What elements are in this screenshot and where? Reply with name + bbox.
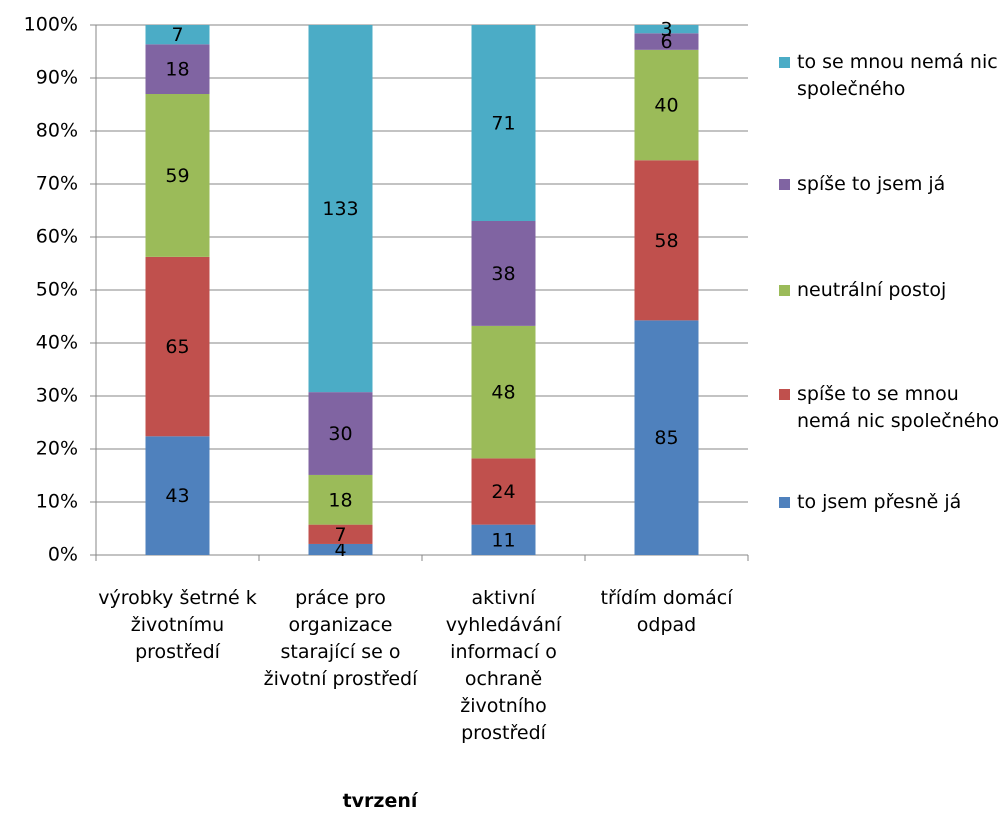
bar-segment xyxy=(634,49,699,161)
data-label: 85 xyxy=(654,427,678,449)
legend-swatch xyxy=(779,179,790,190)
bar-segment xyxy=(308,543,373,555)
data-label: 133 xyxy=(322,198,358,220)
bar-segment xyxy=(471,325,536,459)
bar-segment xyxy=(471,25,536,221)
legend-label: to jsem přesně já xyxy=(797,491,962,513)
x-tick-label: výrobky šetrné k životnímu prostředí xyxy=(98,587,257,663)
bar-segment xyxy=(634,160,699,321)
y-tick-label: 30% xyxy=(36,385,78,407)
data-label: 7 xyxy=(334,524,346,546)
y-tick-label: 60% xyxy=(36,226,78,248)
legend-label: neutrální postoj xyxy=(797,279,947,301)
bar-segment xyxy=(634,320,699,555)
data-label: 71 xyxy=(491,112,515,134)
bar-segment xyxy=(471,220,536,326)
legend-swatch xyxy=(779,285,790,296)
data-label: 18 xyxy=(328,489,352,511)
y-tick-label: 100% xyxy=(24,14,78,36)
data-label: 7 xyxy=(171,24,183,46)
bar-segment xyxy=(308,524,373,544)
bar-segment xyxy=(145,436,210,555)
data-label: 4 xyxy=(334,539,346,561)
legend-swatch xyxy=(779,389,790,400)
bar-segment xyxy=(145,25,210,45)
y-tick-label: 20% xyxy=(36,438,78,460)
legend-label: to se mnou nemá nic společného xyxy=(797,51,998,100)
y-tick-label: 50% xyxy=(36,279,78,301)
bar-segment xyxy=(145,256,210,437)
bar-segment xyxy=(308,392,373,475)
bar-segment xyxy=(308,25,373,393)
legend-swatch xyxy=(779,57,790,68)
data-label: 18 xyxy=(165,59,189,81)
x-tick-label: aktivní vyhledávání informací o ochraně … xyxy=(445,587,562,744)
y-tick-label: 70% xyxy=(36,173,78,195)
data-label: 6 xyxy=(660,31,672,53)
bar-segment xyxy=(634,33,699,50)
data-label: 30 xyxy=(328,423,352,445)
data-label: 11 xyxy=(491,529,515,551)
y-tick-label: 80% xyxy=(36,120,78,142)
data-label: 65 xyxy=(165,336,189,358)
y-tick-label: 10% xyxy=(36,491,78,513)
bar-segment xyxy=(471,524,536,555)
bar-segment xyxy=(145,94,210,257)
data-label: 58 xyxy=(654,230,678,252)
data-label: 59 xyxy=(165,165,189,187)
y-tick-label: 90% xyxy=(36,67,78,89)
bar-segment xyxy=(145,44,210,95)
legend-swatch xyxy=(779,497,790,508)
x-tick-label: práce pro organizace starající se o živo… xyxy=(263,587,418,690)
x-tick-label: třídím domácí odpad xyxy=(600,587,733,636)
data-label: 40 xyxy=(654,95,678,117)
data-label: 38 xyxy=(491,263,515,285)
legend-label: spíše to jsem já xyxy=(797,173,946,195)
y-tick-label: 40% xyxy=(36,332,78,354)
data-label: 3 xyxy=(660,19,672,41)
bar-segment xyxy=(308,474,373,525)
bar-segment xyxy=(634,25,699,34)
data-label: 48 xyxy=(491,382,515,404)
y-tick-label: 0% xyxy=(48,544,78,566)
bar-segment xyxy=(471,458,536,525)
data-label: 24 xyxy=(491,481,515,503)
x-axis-title: tvrzení xyxy=(342,790,418,812)
data-label: 43 xyxy=(165,485,189,507)
legend-label: spíše to se mnou nemá nic společného xyxy=(797,383,1000,432)
